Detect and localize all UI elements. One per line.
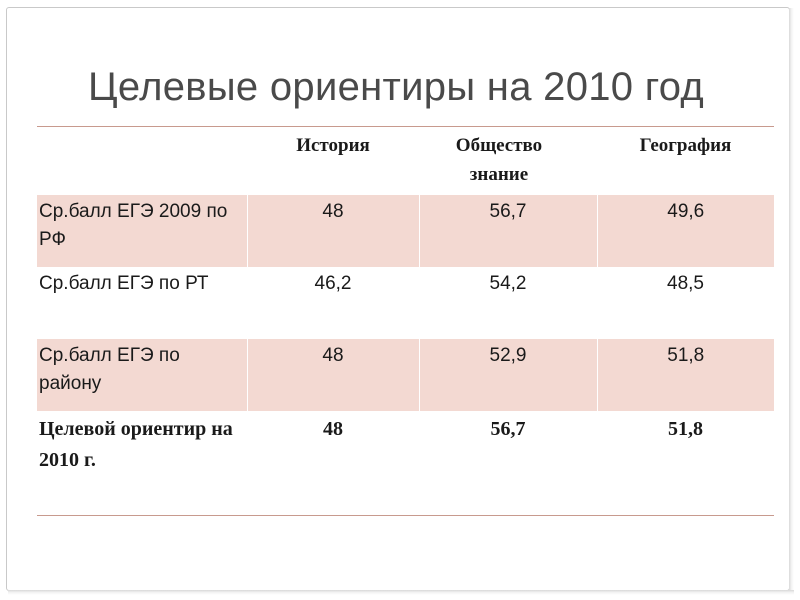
- cell-social-studies: 56,7: [490, 418, 526, 440]
- cell-social-studies: 52,9: [418, 339, 597, 411]
- row-label: Ср.балл ЕГЭ по РТ: [39, 273, 209, 294]
- header-geography: География: [639, 135, 732, 156]
- table-row: Ср.балл ЕГЭ по району 48 52,9 51,8: [37, 339, 774, 411]
- cell-geography: 51,8: [596, 339, 774, 411]
- row-label: Целевой ориентир на 2010 г.: [39, 418, 233, 471]
- cell-geography: 48,5: [667, 273, 704, 294]
- table-row-target: Целевой ориентир на 2010 г. 48 56,7 51,8: [37, 411, 774, 516]
- table-header-row: История Общество знание География: [37, 127, 774, 196]
- cell-social-studies: 54,2: [489, 273, 527, 294]
- cell-history: 48: [246, 195, 419, 267]
- slide-shadow-right: [789, 8, 794, 594]
- table-row: Ср.балл ЕГЭ 2009 по РФ 48 56,7 49,6: [37, 195, 774, 267]
- row-label: Ср.балл ЕГЭ по району: [37, 339, 247, 411]
- table-row: Ср.балл ЕГЭ по РТ 46,2 54,2 48,5: [37, 267, 774, 339]
- cell-geography: 49,6: [596, 195, 774, 267]
- cell-history: 46,2: [314, 273, 352, 294]
- cell-social-studies: 56,7: [418, 195, 597, 267]
- header-social-studies: Общество знание: [455, 135, 543, 185]
- slide-frame: [6, 7, 790, 591]
- header-empty: [37, 127, 247, 196]
- cell-geography: 51,8: [668, 418, 703, 440]
- slide-title: Целевые ориентиры на 2010 год: [88, 65, 705, 109]
- slide-shadow-bottom: [8, 590, 794, 595]
- cell-history: 48: [323, 418, 343, 440]
- cell-history: 48: [246, 339, 419, 411]
- row-label: Ср.балл ЕГЭ 2009 по РФ: [37, 195, 247, 267]
- scores-table: История Общество знание География Ср.бал…: [37, 126, 774, 516]
- header-history: История: [296, 135, 370, 156]
